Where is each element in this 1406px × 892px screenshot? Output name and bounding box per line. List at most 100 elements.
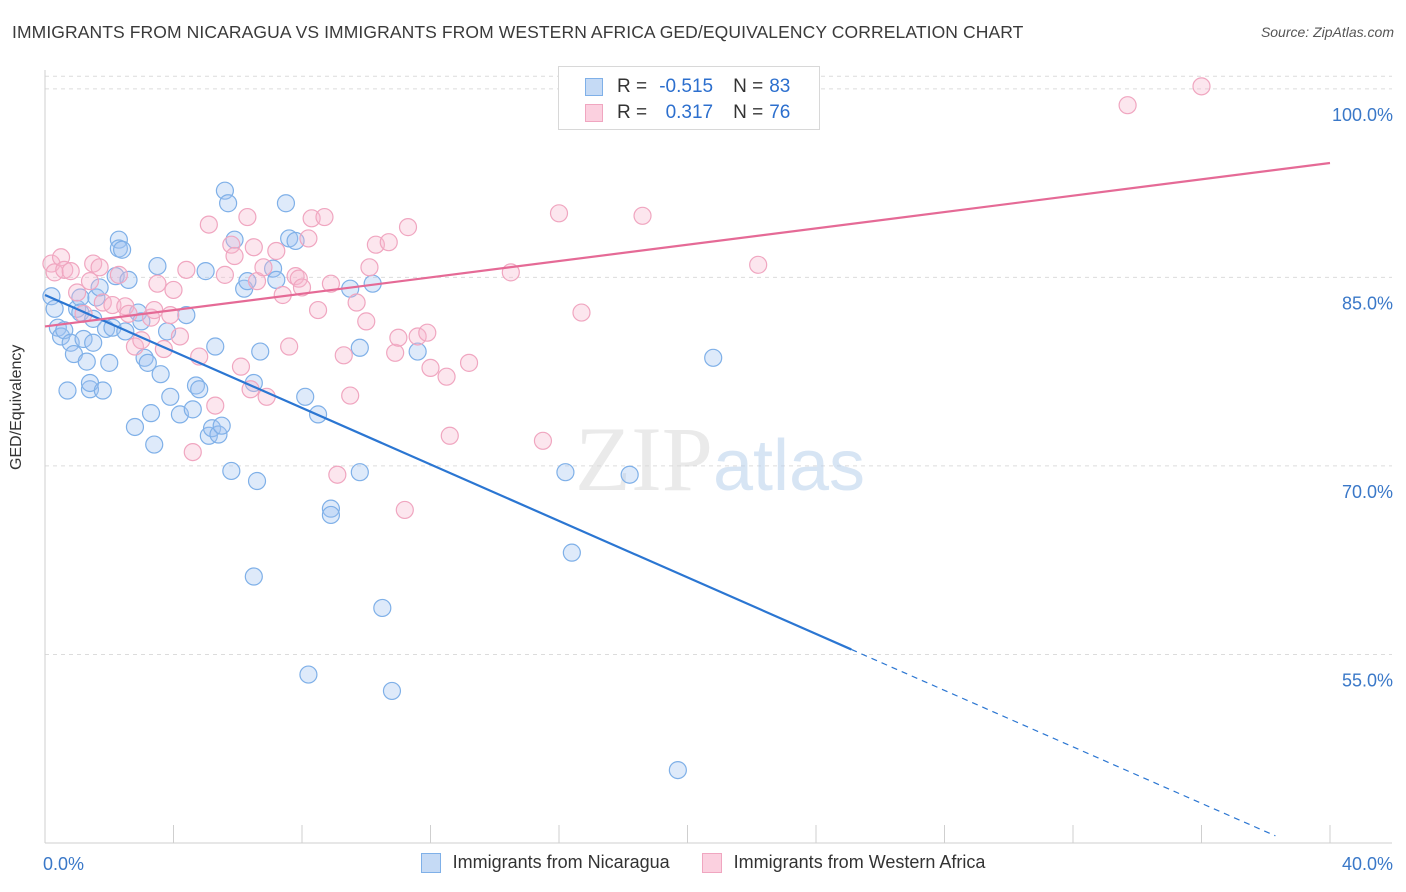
point-western-africa [395, 500, 414, 520]
legend-n-label: N = [733, 76, 764, 97]
legend-row-western-africa: R = 0.317 N = 76 [585, 101, 790, 125]
point-western-africa [238, 207, 257, 227]
point-nicaragua [562, 543, 581, 562]
source-label: Source: ZipAtlas.com [1260, 24, 1394, 40]
series-label: Immigrants from Western Africa [733, 852, 986, 872]
point-nicaragua [373, 598, 392, 618]
point-western-africa [199, 215, 218, 234]
legend-r-value: -0.515 [659, 76, 714, 97]
trendline-western-africa [44, 161, 1331, 328]
point-nicaragua [350, 463, 369, 482]
point-western-africa [328, 465, 347, 484]
point-western-africa [386, 343, 405, 362]
point-western-africa [225, 246, 244, 266]
point-nicaragua [145, 435, 164, 454]
point-nicaragua [125, 417, 145, 437]
trendline-nicaragua [44, 293, 852, 651]
point-nicaragua [196, 262, 215, 281]
legend-swatch-pink [585, 104, 603, 122]
point-western-africa [408, 327, 427, 346]
x-tick-label: 40.0% [1342, 854, 1393, 874]
legend-r-label: R = [617, 102, 648, 123]
series-legend-western-africa: Immigrants from Western Africa [701, 852, 986, 873]
point-nicaragua [190, 380, 209, 399]
point-western-africa [299, 229, 318, 248]
point-nicaragua [222, 461, 241, 481]
point-western-africa [90, 258, 109, 277]
point-nicaragua [267, 270, 286, 290]
point-western-africa [549, 204, 569, 223]
series-swatch-pink [701, 852, 722, 873]
watermark-atlas: atlas [713, 426, 865, 506]
legend-n-label: N = [733, 102, 764, 123]
point-western-africa [231, 357, 251, 376]
point-western-africa [321, 274, 341, 293]
point-western-africa [222, 235, 241, 254]
point-nicaragua [247, 471, 267, 491]
series-legend-nicaragua: Immigrants from Nicaragua [420, 852, 670, 873]
point-western-africa [1192, 77, 1211, 96]
legend-swatch-blue [585, 78, 603, 96]
point-nicaragua [77, 352, 96, 371]
legend-row-nicaragua: R = -0.515 N = 83 [585, 75, 790, 99]
point-nicaragua [251, 342, 270, 361]
point-nicaragua [141, 404, 161, 423]
point-western-africa [633, 206, 652, 225]
point-nicaragua [321, 505, 341, 525]
trend-lines [44, 161, 1331, 837]
point-western-africa [459, 353, 479, 372]
point-western-africa [421, 358, 440, 377]
point-western-africa [145, 300, 164, 320]
point-western-africa [254, 258, 273, 277]
point-western-africa [206, 396, 225, 415]
point-western-africa [286, 267, 305, 286]
legend-n-value: 83 [769, 76, 791, 97]
point-nicaragua [80, 380, 100, 399]
y-tick-label: 100.0% [1332, 105, 1393, 125]
point-western-africa [360, 258, 379, 277]
point-western-africa [148, 274, 167, 293]
point-western-africa [61, 262, 80, 281]
point-western-africa [749, 255, 768, 274]
point-western-africa [68, 283, 87, 302]
point-western-africa [437, 367, 456, 386]
point-western-africa [55, 260, 74, 279]
point-western-africa [267, 241, 286, 261]
legend-n-value: 76 [769, 102, 791, 123]
point-nicaragua [93, 381, 112, 400]
point-nicaragua [704, 348, 723, 367]
point-western-africa [347, 293, 366, 312]
point-western-africa [418, 323, 437, 342]
point-nicaragua [225, 230, 244, 249]
point-nicaragua [100, 353, 119, 372]
legend-r-value: 0.317 [665, 102, 714, 123]
point-nicaragua [263, 259, 283, 278]
point-western-africa [80, 272, 100, 291]
point-nicaragua [119, 270, 138, 290]
y-tick-label: 85.0% [1342, 293, 1393, 313]
point-nicaragua [620, 465, 639, 484]
watermark-zip: ZIP [575, 408, 713, 510]
point-western-africa [1118, 96, 1137, 115]
point-nicaragua [148, 256, 167, 276]
point-nicaragua [112, 240, 132, 259]
point-nicaragua [84, 333, 103, 352]
point-nicaragua [138, 353, 157, 372]
correlation-legend: R = -0.515 N = 83 R = 0.317 N = 76 [558, 66, 820, 130]
point-western-africa [177, 260, 196, 279]
point-nicaragua [668, 760, 687, 780]
point-western-africa [119, 304, 138, 323]
point-western-africa [379, 233, 398, 252]
point-western-africa [398, 218, 418, 237]
point-nicaragua [90, 278, 109, 297]
y-tick-label: 70.0% [1342, 482, 1393, 502]
point-nicaragua [58, 381, 77, 400]
point-nicaragua [206, 337, 225, 356]
point-western-africa [533, 431, 553, 450]
point-nicaragua [74, 329, 93, 349]
point-western-africa [170, 327, 190, 346]
point-western-africa [280, 337, 299, 356]
point-nicaragua [177, 305, 196, 325]
point-nicaragua [350, 338, 369, 357]
